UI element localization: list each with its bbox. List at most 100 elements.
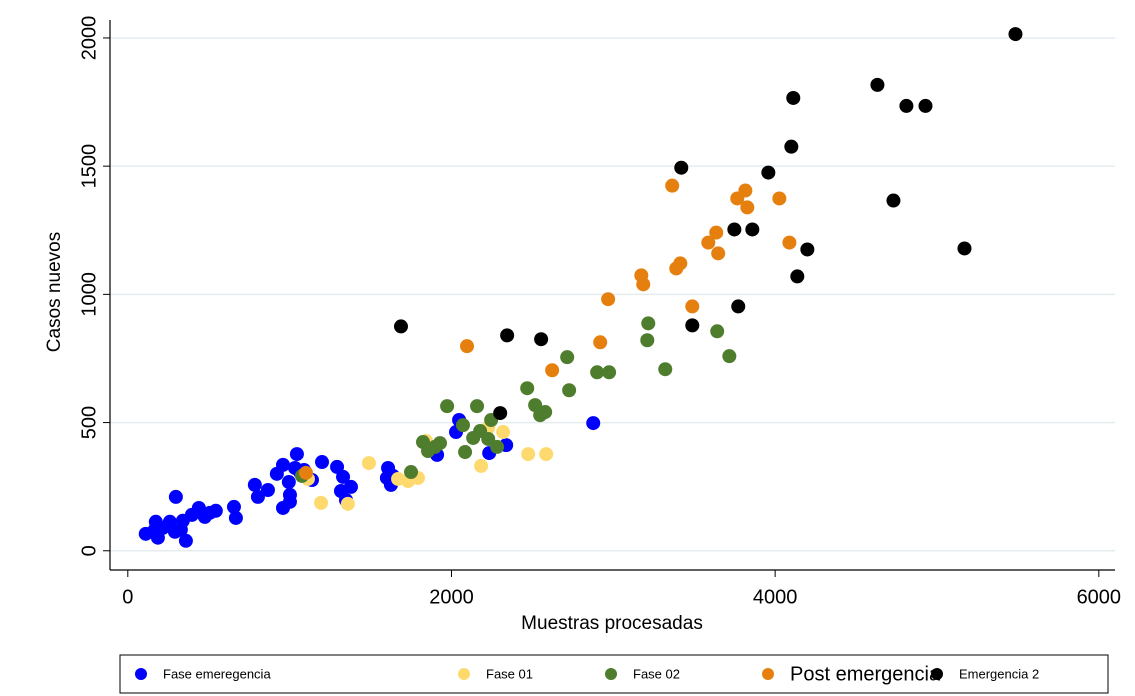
legend-marker xyxy=(135,668,147,680)
point xyxy=(782,235,797,250)
point xyxy=(228,510,243,525)
point xyxy=(730,191,745,206)
point xyxy=(784,139,799,154)
point xyxy=(336,469,351,484)
legend-marker xyxy=(762,668,774,680)
point xyxy=(1008,27,1023,42)
point xyxy=(455,418,470,433)
point xyxy=(440,399,455,414)
point xyxy=(674,160,689,175)
point xyxy=(593,335,608,350)
point xyxy=(870,77,885,92)
legend-label: Fase emeregencia xyxy=(163,666,271,681)
x-tick-label: 6000 xyxy=(1077,586,1122,608)
point xyxy=(800,242,815,257)
point xyxy=(178,533,193,548)
point xyxy=(147,522,162,537)
legend-label: Fase 01 xyxy=(486,666,533,681)
point xyxy=(167,524,182,539)
y-tick-label: 0 xyxy=(78,545,100,556)
point xyxy=(701,235,716,250)
point xyxy=(539,447,554,462)
point xyxy=(560,350,575,365)
point xyxy=(722,349,737,364)
legend-label: Fase 02 xyxy=(633,666,680,681)
point xyxy=(740,200,755,215)
point xyxy=(590,365,605,380)
y-tick-label: 2000 xyxy=(78,16,100,61)
point xyxy=(727,222,742,237)
point xyxy=(490,439,505,454)
point xyxy=(786,90,801,105)
point xyxy=(918,98,933,113)
point xyxy=(226,499,241,514)
legend-label: Emergencia 2 xyxy=(959,666,1039,681)
point xyxy=(710,324,725,339)
x-axis-title: Muestras procesadas xyxy=(521,613,703,634)
point xyxy=(500,328,515,343)
point xyxy=(404,465,419,480)
point xyxy=(521,447,536,462)
point xyxy=(247,477,262,492)
y-tick-label: 500 xyxy=(78,406,100,439)
point xyxy=(470,399,485,414)
point xyxy=(520,381,535,396)
point xyxy=(586,416,601,431)
y-axis-title: Casos nuevos xyxy=(44,232,65,352)
point xyxy=(466,430,481,445)
point xyxy=(315,455,330,470)
point xyxy=(636,277,651,292)
x-tick-label: 4000 xyxy=(753,586,798,608)
point xyxy=(658,362,673,377)
point xyxy=(665,178,680,193)
point xyxy=(640,333,655,348)
point xyxy=(269,466,284,481)
point xyxy=(899,98,914,113)
y-tick-label: 1000 xyxy=(78,272,100,317)
point xyxy=(602,365,617,380)
point xyxy=(432,436,447,451)
point xyxy=(731,299,746,314)
legend-label: Post emergencia xyxy=(790,663,941,685)
point xyxy=(298,465,313,480)
point xyxy=(533,408,548,423)
point xyxy=(460,339,475,354)
point xyxy=(282,494,297,509)
point xyxy=(601,292,616,307)
legend-marker xyxy=(931,668,943,680)
legend-marker xyxy=(458,668,470,680)
point xyxy=(957,241,972,256)
legend-marker xyxy=(605,668,617,680)
point xyxy=(685,318,700,333)
point xyxy=(886,193,901,208)
point xyxy=(260,483,275,497)
x-tick-label: 0 xyxy=(122,586,133,608)
point xyxy=(421,444,436,459)
point xyxy=(711,246,726,261)
point xyxy=(393,319,408,334)
point xyxy=(281,475,296,490)
point xyxy=(745,222,760,237)
point xyxy=(545,363,560,378)
point xyxy=(340,496,355,511)
point xyxy=(314,495,329,510)
point xyxy=(474,458,489,473)
point xyxy=(250,489,265,504)
point xyxy=(761,165,776,180)
point xyxy=(685,299,700,314)
point xyxy=(197,509,212,524)
point xyxy=(361,456,376,471)
point xyxy=(496,425,511,440)
point xyxy=(458,445,473,460)
point xyxy=(168,489,183,504)
point xyxy=(790,269,805,284)
point xyxy=(289,447,304,462)
point xyxy=(669,261,684,276)
point xyxy=(772,191,787,206)
point xyxy=(641,316,656,331)
x-tick-label: 2000 xyxy=(429,586,474,608)
point xyxy=(534,332,549,347)
y-tick-label: 1500 xyxy=(78,144,100,189)
